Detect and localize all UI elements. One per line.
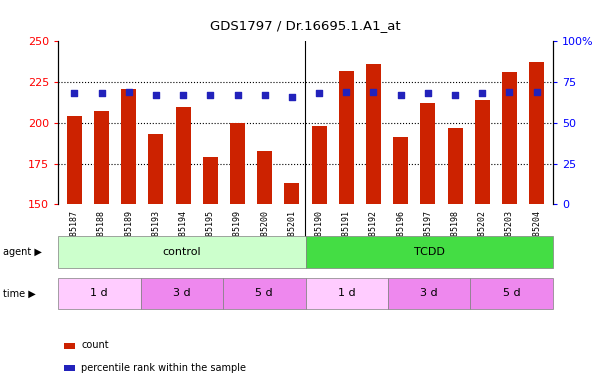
- Text: GSM85190: GSM85190: [315, 210, 324, 249]
- Bar: [366, 64, 381, 204]
- Point: [151, 92, 161, 98]
- Text: 1 d: 1 d: [338, 288, 356, 298]
- Text: control: control: [163, 247, 201, 257]
- Bar: [306, 236, 553, 268]
- Text: GSM85188: GSM85188: [97, 210, 106, 249]
- Point: [233, 92, 243, 98]
- Text: GSM85198: GSM85198: [450, 210, 459, 249]
- Text: GSM85204: GSM85204: [532, 210, 541, 249]
- Point: [97, 90, 106, 96]
- Bar: [121, 88, 136, 204]
- Bar: [94, 111, 109, 204]
- Bar: [203, 157, 218, 204]
- Text: agent ▶: agent ▶: [3, 247, 42, 257]
- Point: [368, 89, 378, 95]
- Bar: [67, 116, 82, 204]
- Text: GSM85193: GSM85193: [152, 210, 161, 249]
- Text: count: count: [81, 340, 109, 350]
- Text: GSM85200: GSM85200: [260, 210, 269, 249]
- Text: 5 d: 5 d: [255, 288, 273, 298]
- Point: [287, 94, 297, 100]
- Bar: [502, 72, 517, 204]
- Text: 3 d: 3 d: [420, 288, 438, 298]
- Point: [314, 90, 324, 96]
- Text: GSM85189: GSM85189: [124, 210, 133, 249]
- Bar: [175, 106, 191, 204]
- Text: GSM85194: GSM85194: [178, 210, 188, 249]
- Text: GSM85201: GSM85201: [287, 210, 296, 249]
- Bar: [257, 150, 272, 204]
- Point: [178, 92, 188, 98]
- Bar: [475, 100, 490, 204]
- Point: [423, 90, 433, 96]
- Bar: [58, 278, 141, 309]
- Bar: [420, 103, 436, 204]
- Point: [477, 90, 487, 96]
- Bar: [312, 126, 326, 204]
- Text: 3 d: 3 d: [173, 288, 191, 298]
- Text: GDS1797 / Dr.16695.1.A1_at: GDS1797 / Dr.16695.1.A1_at: [210, 19, 401, 32]
- Bar: [141, 278, 223, 309]
- Point: [450, 92, 460, 98]
- Point: [205, 92, 215, 98]
- Text: 5 d: 5 d: [503, 288, 521, 298]
- Text: GSM85191: GSM85191: [342, 210, 351, 249]
- Point: [260, 92, 269, 98]
- Text: GSM85203: GSM85203: [505, 210, 514, 249]
- Point: [70, 90, 79, 96]
- Bar: [223, 278, 306, 309]
- Text: GSM85192: GSM85192: [369, 210, 378, 249]
- Point: [505, 89, 514, 95]
- Bar: [393, 138, 408, 204]
- Text: time ▶: time ▶: [3, 288, 36, 298]
- Point: [124, 89, 134, 95]
- Bar: [148, 134, 163, 204]
- Text: percentile rank within the sample: percentile rank within the sample: [81, 363, 246, 373]
- Bar: [339, 70, 354, 204]
- Text: GSM85187: GSM85187: [70, 210, 79, 249]
- Bar: [285, 183, 299, 204]
- Text: GSM85202: GSM85202: [478, 210, 487, 249]
- Bar: [58, 236, 306, 268]
- Text: 1 d: 1 d: [90, 288, 108, 298]
- Text: GSM85197: GSM85197: [423, 210, 433, 249]
- Text: GSM85196: GSM85196: [396, 210, 405, 249]
- Point: [532, 89, 541, 95]
- Point: [342, 89, 351, 95]
- Text: GSM85199: GSM85199: [233, 210, 242, 249]
- Bar: [306, 278, 388, 309]
- Text: GSM85195: GSM85195: [206, 210, 215, 249]
- Text: TCDD: TCDD: [414, 247, 445, 257]
- Bar: [470, 278, 553, 309]
- Bar: [388, 278, 470, 309]
- Bar: [230, 123, 245, 204]
- Bar: [529, 63, 544, 204]
- Point: [396, 92, 406, 98]
- Bar: [448, 128, 463, 204]
